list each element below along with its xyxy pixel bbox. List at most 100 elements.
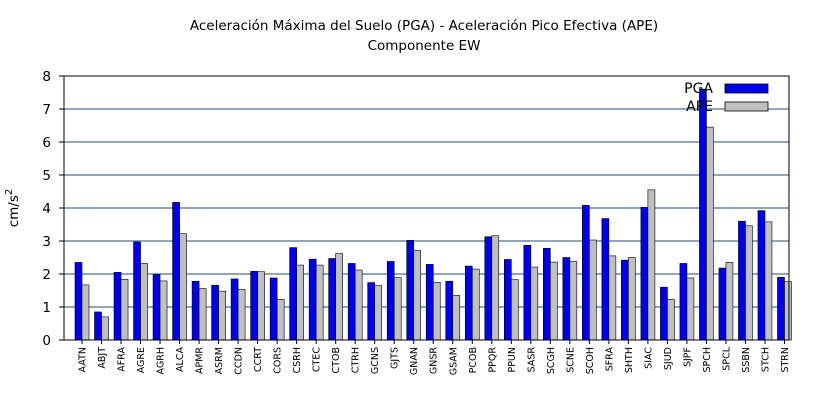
y-tick-label: 2 xyxy=(42,267,51,283)
y-tick-label: 5 xyxy=(42,168,51,184)
bar-ape-sasr xyxy=(530,266,539,341)
bar-ape-agrh xyxy=(159,280,168,341)
bar-pga-sasr xyxy=(523,244,532,341)
y-axis-label: cm/s2 xyxy=(4,189,22,228)
bar-ape-spch xyxy=(706,126,714,341)
x-tick-label: SPCH xyxy=(702,347,713,373)
chart-title: Aceleración Máxima del Suelo (PGA) - Ace… xyxy=(190,18,658,34)
x-tick-label: AATN xyxy=(78,347,89,372)
bar-pga-stch xyxy=(757,210,766,341)
y-tick-label: 7 xyxy=(42,102,51,118)
x-tick-label: SIAC xyxy=(643,347,654,369)
x-tick-label: CTRH xyxy=(351,347,362,373)
x-tick-label: AGRE xyxy=(136,347,147,373)
y-tick-label: 3 xyxy=(42,234,51,250)
x-tick-label: CSRH xyxy=(292,347,303,373)
x-tick-label: SJUD xyxy=(663,347,674,370)
bar-pga-pcob xyxy=(464,265,473,341)
bar-ape-gcns xyxy=(374,285,383,341)
bar-ape-ppqr xyxy=(491,235,500,341)
x-tick-label: SJPF xyxy=(682,347,693,367)
bar-ape-scgh xyxy=(550,261,558,341)
bar-pga-ccrt xyxy=(250,271,258,341)
x-tick-label: GSAM xyxy=(448,347,459,375)
bar-pga-scne xyxy=(562,257,571,341)
bar-pga-gsam xyxy=(445,280,454,341)
bar-pga-ppqr xyxy=(484,236,493,341)
x-tick-label: SCOH xyxy=(585,347,596,374)
bar-ape-aatn xyxy=(81,284,90,341)
bar-pga-sjud xyxy=(660,286,668,341)
bar-ape-spcl xyxy=(725,262,734,341)
x-tick-label: GNSR xyxy=(429,347,440,374)
bar-pga-gcns xyxy=(367,282,376,341)
x-tick-label: GCNS xyxy=(370,347,381,374)
x-tick-label: GJTS xyxy=(390,347,401,369)
plot-frame xyxy=(63,75,790,341)
bar-ape-strn xyxy=(784,281,792,341)
x-tick-label: SPCL xyxy=(721,346,732,370)
bar-ape-ccdn xyxy=(237,289,246,341)
bar-pga-agrh xyxy=(152,274,161,341)
bar-pga-spch xyxy=(699,88,707,341)
bar-pga-afra xyxy=(113,272,122,341)
bar-pga-spcl xyxy=(718,267,727,341)
bar-pga-ssbn xyxy=(738,220,746,341)
bar-pga-siac xyxy=(640,207,649,341)
x-tick-label: CCDN xyxy=(234,347,245,375)
bar-ape-gnsr xyxy=(432,281,441,341)
bar-pga-ppun xyxy=(503,259,512,341)
bar-ape-asrm xyxy=(218,290,226,341)
x-tick-label: PCOB xyxy=(468,347,479,373)
legend: PGA APE xyxy=(684,81,769,115)
bar-ape-scoh xyxy=(589,239,597,341)
bar-ape-sjud xyxy=(667,299,675,341)
bar-pga-scoh xyxy=(582,205,590,341)
y-tick-label: 6 xyxy=(42,135,51,151)
y-axis-label-superscript: 2 xyxy=(4,189,15,195)
y-axis-ticks: 0 1 2 3 4 5 6 7 8 xyxy=(42,69,64,349)
x-tick-label: SHTH xyxy=(624,347,635,373)
x-tick-label: ASRM xyxy=(214,347,225,374)
legend-swatch-ape xyxy=(724,101,769,112)
bar-ape-ppun xyxy=(510,279,519,341)
bar-ape-apmr xyxy=(198,288,207,341)
legend-label-ape: APE xyxy=(686,99,713,115)
bar-pga-scgh xyxy=(543,247,551,341)
x-tick-label: SFRA xyxy=(604,347,615,372)
bar-ape-ctec xyxy=(315,264,324,341)
x-tick-label: APMR xyxy=(195,347,206,374)
x-tick-label: STRN xyxy=(780,347,791,373)
bar-ape-ctob xyxy=(335,253,343,341)
bars xyxy=(74,88,792,341)
bar-ape-afra xyxy=(120,278,129,341)
bar-ape-scne xyxy=(569,261,578,341)
bar-pga-aatn xyxy=(74,262,83,341)
bar-pga-apmr xyxy=(191,280,200,341)
bar-ape-sjpf xyxy=(686,277,695,341)
bar-pga-ctrh xyxy=(347,263,356,341)
bar-pga-abjt xyxy=(94,311,102,341)
bar-pga-cors xyxy=(269,277,278,341)
bar-ape-ccrt xyxy=(257,271,265,341)
bar-pga-gnan xyxy=(406,240,415,341)
bar-pga-sfra xyxy=(601,218,610,341)
bar-ape-siac xyxy=(647,189,656,341)
bar-pga-ctec xyxy=(308,258,317,341)
bar-ape-shth xyxy=(628,257,636,341)
bar-pga-alca xyxy=(172,202,180,341)
bar-pga-asrm xyxy=(211,284,219,341)
bar-pga-ctob xyxy=(328,258,336,341)
bar-ape-ctrh xyxy=(354,269,363,341)
bar-pga-strn xyxy=(777,276,785,341)
bar-ape-agre xyxy=(140,263,148,341)
x-tick-label: CCRT xyxy=(253,347,264,372)
bar-ape-alca xyxy=(179,233,187,341)
legend-swatch-pga xyxy=(724,83,769,94)
bar-ape-csrh xyxy=(296,264,304,341)
y-axis-label-unit: cm/s xyxy=(6,195,22,227)
x-tick-label: STCH xyxy=(760,347,771,372)
x-tick-label: SCNE xyxy=(565,347,576,373)
x-tick-label: SSBN xyxy=(741,347,752,373)
